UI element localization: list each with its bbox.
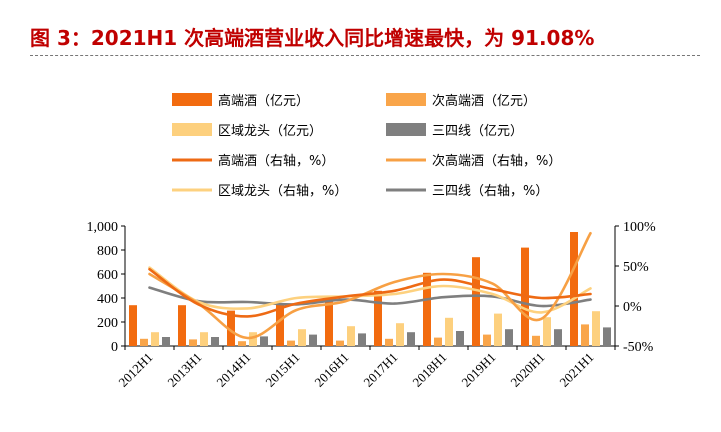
- x-tick-label: 2017H1: [360, 350, 400, 390]
- left-tick-label: 600: [97, 268, 118, 283]
- legend-swatch: [172, 93, 212, 106]
- legend-label: 三四线（右轴，%）: [432, 184, 548, 199]
- bar: [456, 331, 464, 346]
- bar: [129, 305, 137, 346]
- x-tick-label: 2015H1: [262, 350, 302, 390]
- bar: [407, 332, 415, 346]
- bar: [494, 313, 502, 346]
- x-tick-label: 2016H1: [311, 350, 351, 390]
- left-tick-label: 400: [97, 292, 118, 307]
- bar: [325, 299, 333, 346]
- series-line: [148, 231, 592, 340]
- x-tick-label: 2014H1: [213, 350, 253, 390]
- bar: [151, 332, 159, 346]
- right-tick-label: -50%: [623, 340, 654, 355]
- legend-label: 三四线（亿元）: [432, 124, 523, 139]
- legend-item: 高端酒（右轴，%）: [172, 153, 334, 169]
- legend-swatch: [386, 123, 426, 136]
- legend-swatch: [172, 123, 212, 136]
- left-tick-label: 1,000: [87, 220, 119, 235]
- bar: [276, 304, 284, 346]
- bar: [200, 332, 208, 346]
- bar: [287, 340, 295, 346]
- legend-label: 次高端酒（亿元）: [432, 93, 536, 109]
- x-tick-label: 2013H1: [164, 350, 204, 390]
- x-tick-label: 2020H1: [507, 350, 547, 390]
- bar: [445, 317, 453, 346]
- right-tick-label: 50%: [623, 260, 649, 275]
- bar: [336, 340, 344, 346]
- legend-label: 区域龙头（右轴，%）: [218, 184, 347, 199]
- x-tick-label: 2021H1: [556, 350, 596, 390]
- right-tick-label: 100%: [623, 220, 656, 235]
- x-tick-label: 2018H1: [409, 350, 449, 390]
- bar: [347, 326, 355, 346]
- series-line: [148, 286, 592, 308]
- bar: [238, 341, 246, 346]
- series-line: [148, 267, 592, 318]
- legend-label: 区域龙头（亿元）: [218, 124, 322, 139]
- bar: [249, 332, 257, 346]
- bar: [211, 337, 219, 346]
- bar: [434, 337, 442, 346]
- legend-item: 区域龙头（亿元）: [172, 123, 322, 139]
- bar: [227, 310, 235, 346]
- bar: [178, 305, 186, 346]
- legend-swatch: [386, 93, 426, 106]
- bar: [162, 337, 170, 346]
- bar: [543, 317, 551, 346]
- left-tick-label: 200: [97, 316, 118, 331]
- bar: [472, 257, 480, 346]
- bar: [423, 272, 431, 346]
- legend-item: 高端酒（亿元）: [172, 93, 309, 109]
- bar: [189, 339, 197, 346]
- title-divider: [30, 55, 700, 56]
- bar: [603, 327, 611, 346]
- bar: [483, 334, 491, 346]
- bar: [309, 334, 317, 346]
- legend-item: 三四线（右轴，%）: [386, 184, 548, 199]
- legend-item: 次高端酒（亿元）: [386, 93, 536, 109]
- legend-item: 三四线（亿元）: [386, 123, 523, 139]
- bar: [592, 311, 600, 346]
- bar: [374, 290, 382, 346]
- bar: [554, 329, 562, 346]
- legend: 高端酒（亿元） 次高端酒（亿元） 区域龙头（亿元） 三四线（亿元） 高端酒（右轴，%） 次…: [172, 93, 561, 199]
- chart-title: 图 3：2021H1 次高端酒营业收入同比增速最快，为 91.08%: [30, 26, 595, 50]
- legend-label: 高端酒（亿元）: [218, 93, 309, 109]
- bar: [581, 324, 589, 346]
- bar: [385, 338, 393, 346]
- bar: [396, 323, 404, 346]
- bar: [140, 338, 148, 346]
- left-tick-label: 0: [111, 340, 118, 355]
- bar: [358, 333, 366, 346]
- legend-label: 次高端酒（右轴，%）: [432, 153, 561, 169]
- bar: [532, 335, 540, 346]
- bar: [505, 329, 513, 346]
- legend-item: 次高端酒（右轴，%）: [386, 153, 561, 169]
- legend-label: 高端酒（右轴，%）: [218, 153, 334, 169]
- left-tick-label: 800: [97, 244, 118, 259]
- bar: [298, 329, 306, 346]
- bar: [260, 336, 268, 346]
- legend-item: 区域龙头（右轴，%）: [172, 184, 347, 199]
- right-tick-label: 0%: [623, 300, 642, 315]
- x-tick-label: 2019H1: [458, 350, 498, 390]
- x-tick-label: 2012H1: [115, 350, 155, 390]
- bar: [570, 232, 578, 346]
